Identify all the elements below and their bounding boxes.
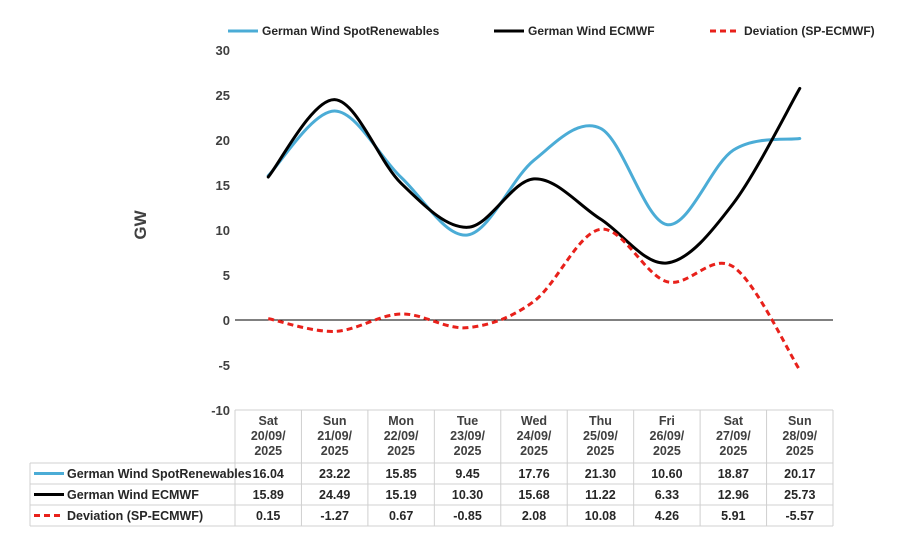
x-category-label: Fri 26/09/2025 xyxy=(650,414,685,458)
y-tick-label: 20 xyxy=(216,133,230,148)
table-cell: 4.26 xyxy=(655,509,679,523)
table-cell: 0.15 xyxy=(256,509,280,523)
y-tick-label: 15 xyxy=(216,178,230,193)
table-cell: 10.08 xyxy=(585,509,616,523)
data-table: Sat 20/09/2025 Sun 21/09/2025 Mon 22/09/2025 T… xyxy=(29,409,834,527)
y-tick-label: 30 xyxy=(216,43,230,58)
series-line-spotrenewables xyxy=(266,109,802,237)
table-cell: 16.04 xyxy=(253,467,284,481)
x-category-label: Thu 25/09/2025 xyxy=(583,414,618,458)
table-cell: 2.08 xyxy=(522,509,546,523)
legend-label-spotrenewables: German Wind SpotRenewables xyxy=(262,24,440,38)
y-tick-label: -10 xyxy=(211,403,230,418)
table-cell: 21.30 xyxy=(585,467,616,481)
table-cell: 18.87 xyxy=(718,467,749,481)
table-row-label-spotrenewables: German Wind SpotRenewables xyxy=(67,467,252,481)
y-tick-label: 0 xyxy=(223,313,230,328)
table-cell: 15.85 xyxy=(385,467,416,481)
x-category-label: Sat 20/09/2025 xyxy=(251,414,286,458)
table-cell: 5.91 xyxy=(721,509,745,523)
series-line-ecmwf xyxy=(266,86,802,265)
table-cell: 11.22 xyxy=(585,488,616,502)
table-row-label-deviation: Deviation (SP-ECMWF) xyxy=(67,509,203,523)
table-cell: 15.68 xyxy=(518,488,549,502)
x-category-label: Wed 24/09/2025 xyxy=(517,414,552,458)
y-axis-label: GW xyxy=(131,209,150,239)
table-cell: 15.19 xyxy=(385,488,416,502)
x-category-label: Sun 28/09/2025 xyxy=(782,414,817,458)
x-category-label: Tue 23/09/2025 xyxy=(450,414,485,458)
series-lines xyxy=(266,86,802,371)
legend-label-deviation: Deviation (SP-ECMWF) xyxy=(744,24,875,38)
legend-label-ecmwf: German Wind ECMWF xyxy=(528,24,655,38)
table-cell: 24.49 xyxy=(319,488,350,502)
table-row-label-ecmwf: German Wind ECMWF xyxy=(67,488,199,502)
table-cell: 20.17 xyxy=(784,467,815,481)
table-cell: -0.85 xyxy=(453,509,482,523)
table-cell: 6.33 xyxy=(655,488,679,502)
legend: German Wind SpotRenewables German Wind E… xyxy=(228,24,875,38)
y-tick-label: -5 xyxy=(218,358,230,373)
table-cell: 17.76 xyxy=(518,467,549,481)
table-cell: 10.30 xyxy=(452,488,483,502)
table-cell: -1.27 xyxy=(320,509,349,523)
table-cell: -5.57 xyxy=(786,509,815,523)
table-cell: 23.22 xyxy=(319,467,350,481)
y-axis-ticks: 30 25 20 15 10 5 0 -5 -10 xyxy=(211,43,230,418)
table-cell: 9.45 xyxy=(455,467,479,481)
x-category-label: Mon 22/09/2025 xyxy=(384,414,419,458)
table-cell: 12.96 xyxy=(718,488,749,502)
table-cell: 25.73 xyxy=(784,488,815,502)
table-cell: 0.67 xyxy=(389,509,413,523)
y-tick-label: 10 xyxy=(216,223,230,238)
table-cell: 10.60 xyxy=(651,467,682,481)
y-tick-label: 5 xyxy=(223,268,230,283)
y-tick-label: 25 xyxy=(216,88,230,103)
table-cell: 15.89 xyxy=(253,488,284,502)
x-category-label: Sat 27/09/2025 xyxy=(716,414,751,458)
x-category-label: Sun 21/09/2025 xyxy=(317,414,352,458)
